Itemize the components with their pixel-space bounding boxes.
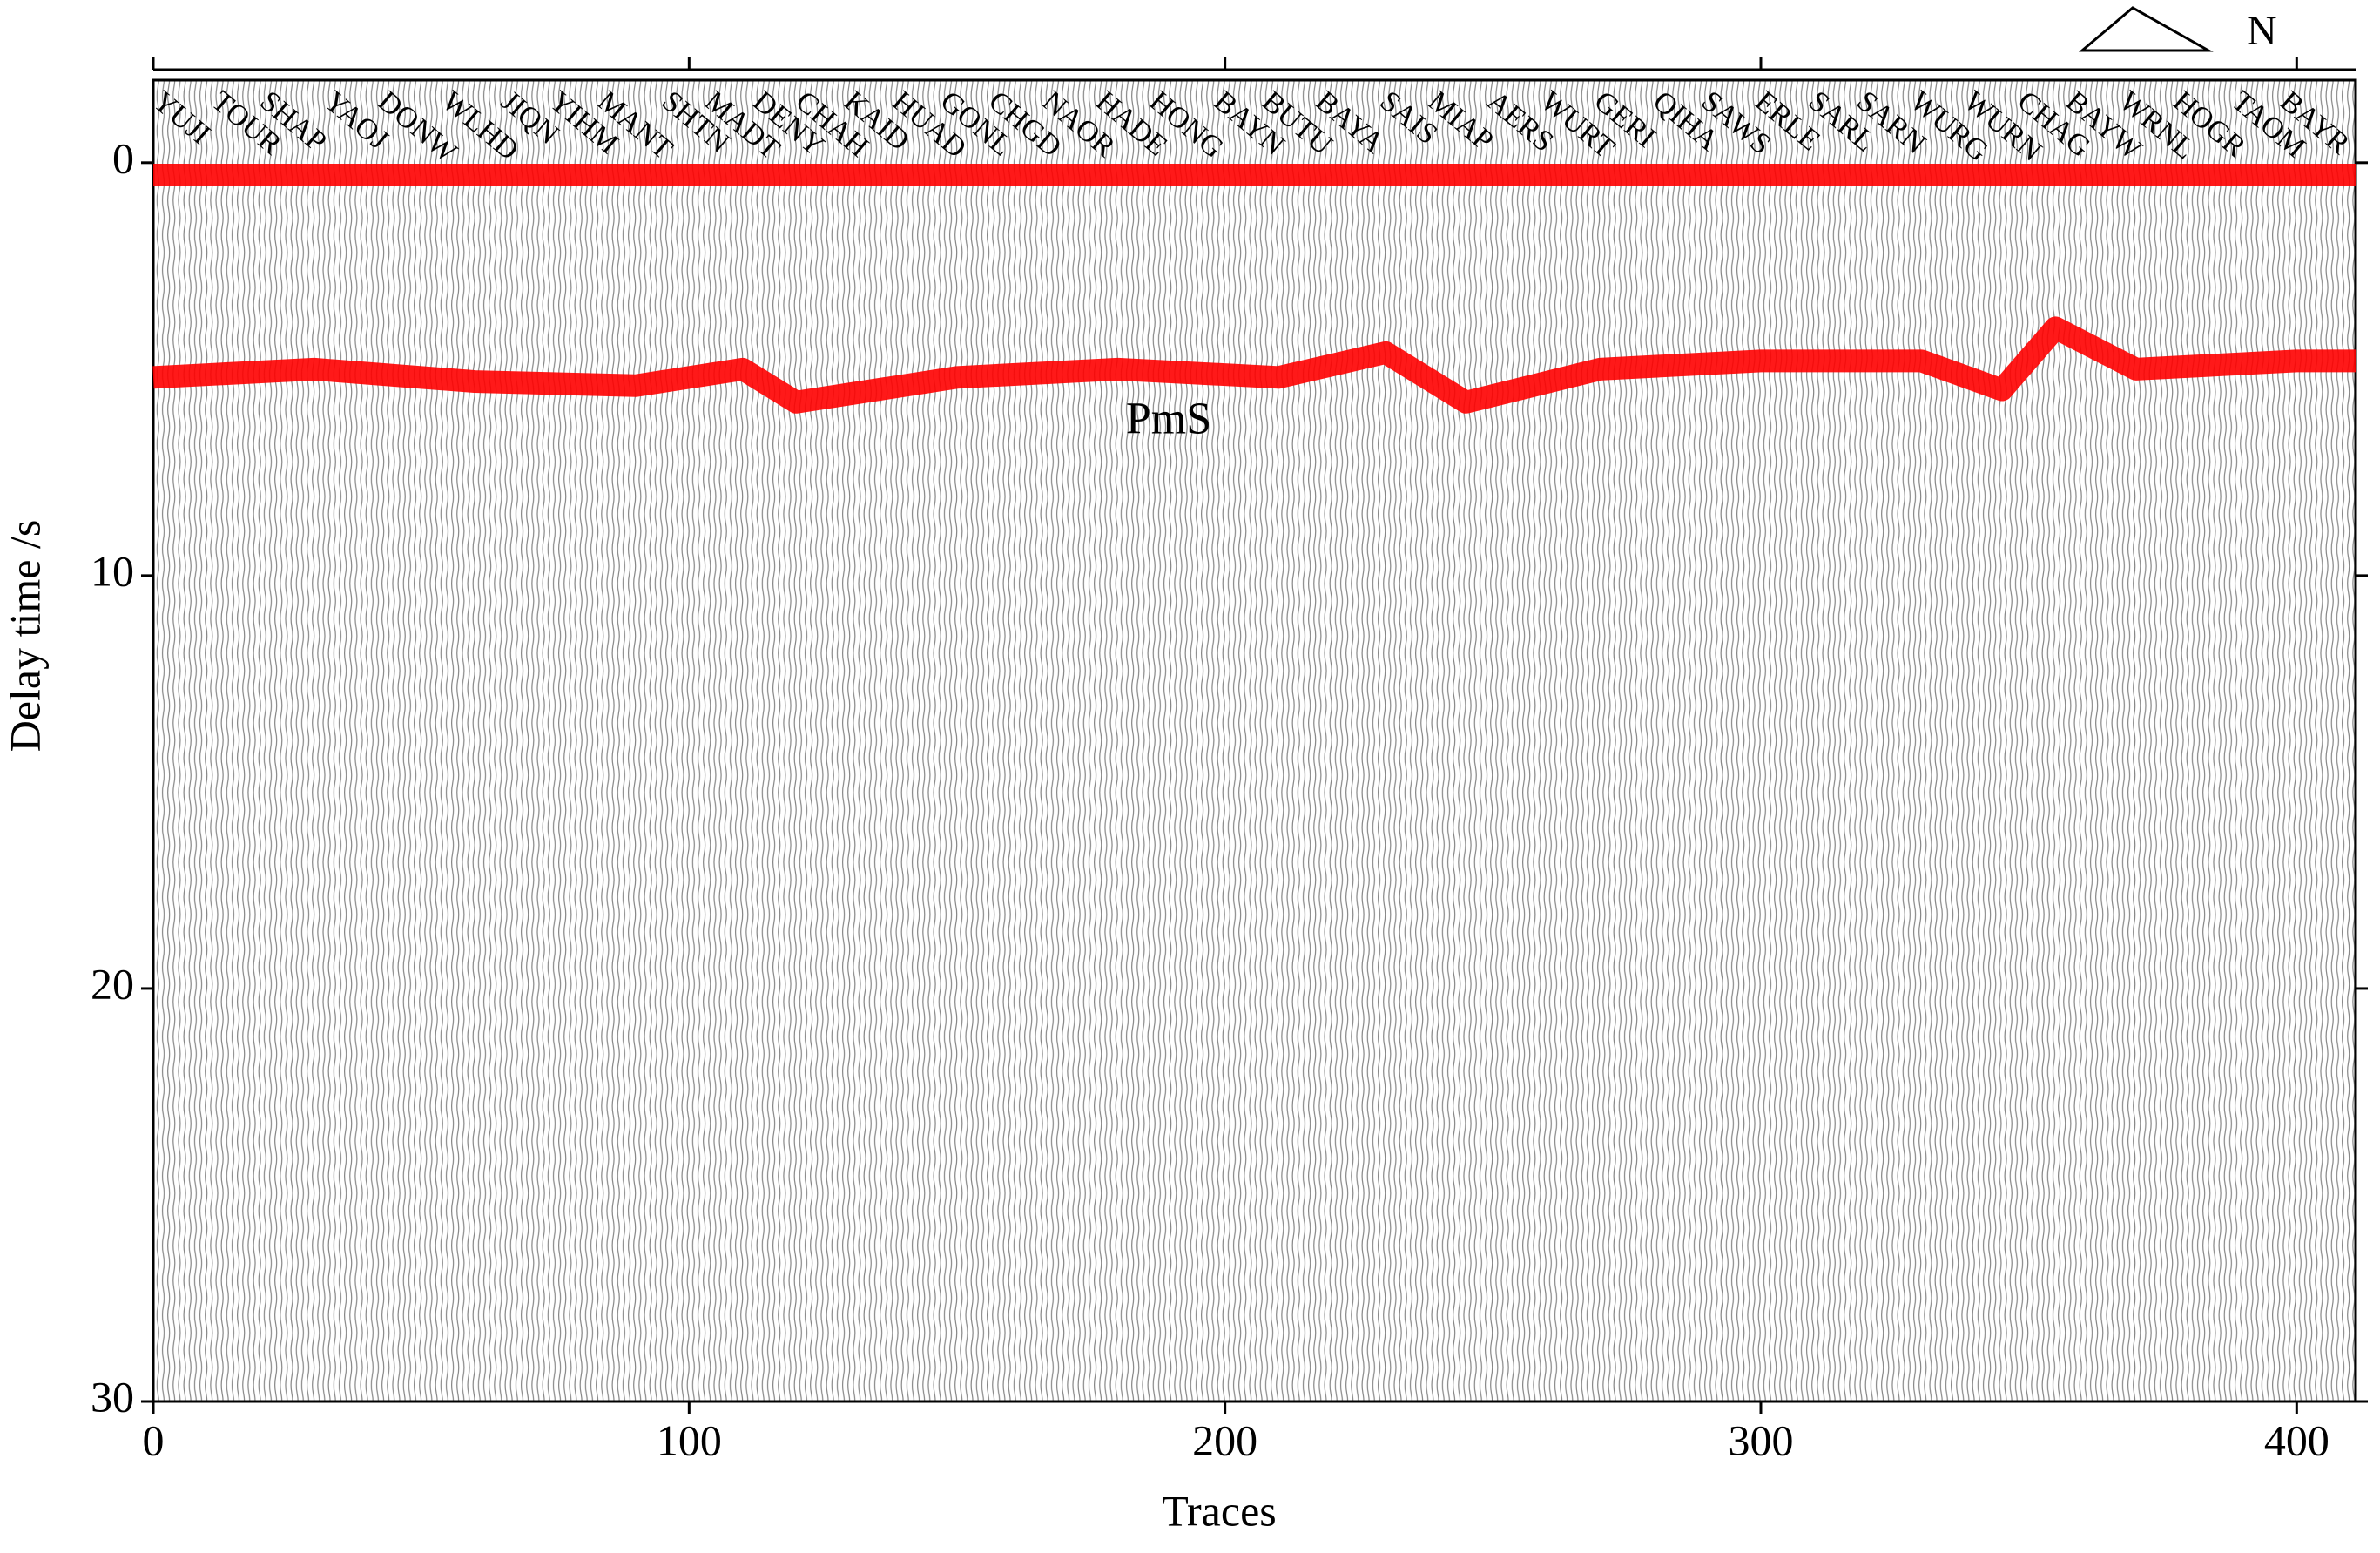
plot-frame (152, 78, 2357, 1403)
y-tick-label: 30 (91, 1372, 134, 1421)
annotation: PmS (1126, 394, 1211, 443)
y-tick-label: 0 (112, 133, 134, 182)
y-tick-label: 20 (91, 959, 134, 1008)
x-tick-label: 100 (657, 1415, 722, 1464)
trace-texture (153, 80, 2356, 1401)
y-tick-label: 10 (91, 546, 134, 595)
north-arrow (2078, 6, 2214, 52)
x-axis-title: Traces (1162, 1486, 1276, 1535)
arrival-band (152, 316, 2356, 414)
y-axis-title: Delay time /s (0, 520, 49, 753)
x-tick-label: 400 (2264, 1415, 2329, 1464)
x-tick-label: 200 (1192, 1415, 1257, 1464)
x-tick-label: 0 (143, 1415, 165, 1464)
x-tick-label: 300 (1728, 1415, 1793, 1464)
north-label: N (2247, 8, 2277, 54)
